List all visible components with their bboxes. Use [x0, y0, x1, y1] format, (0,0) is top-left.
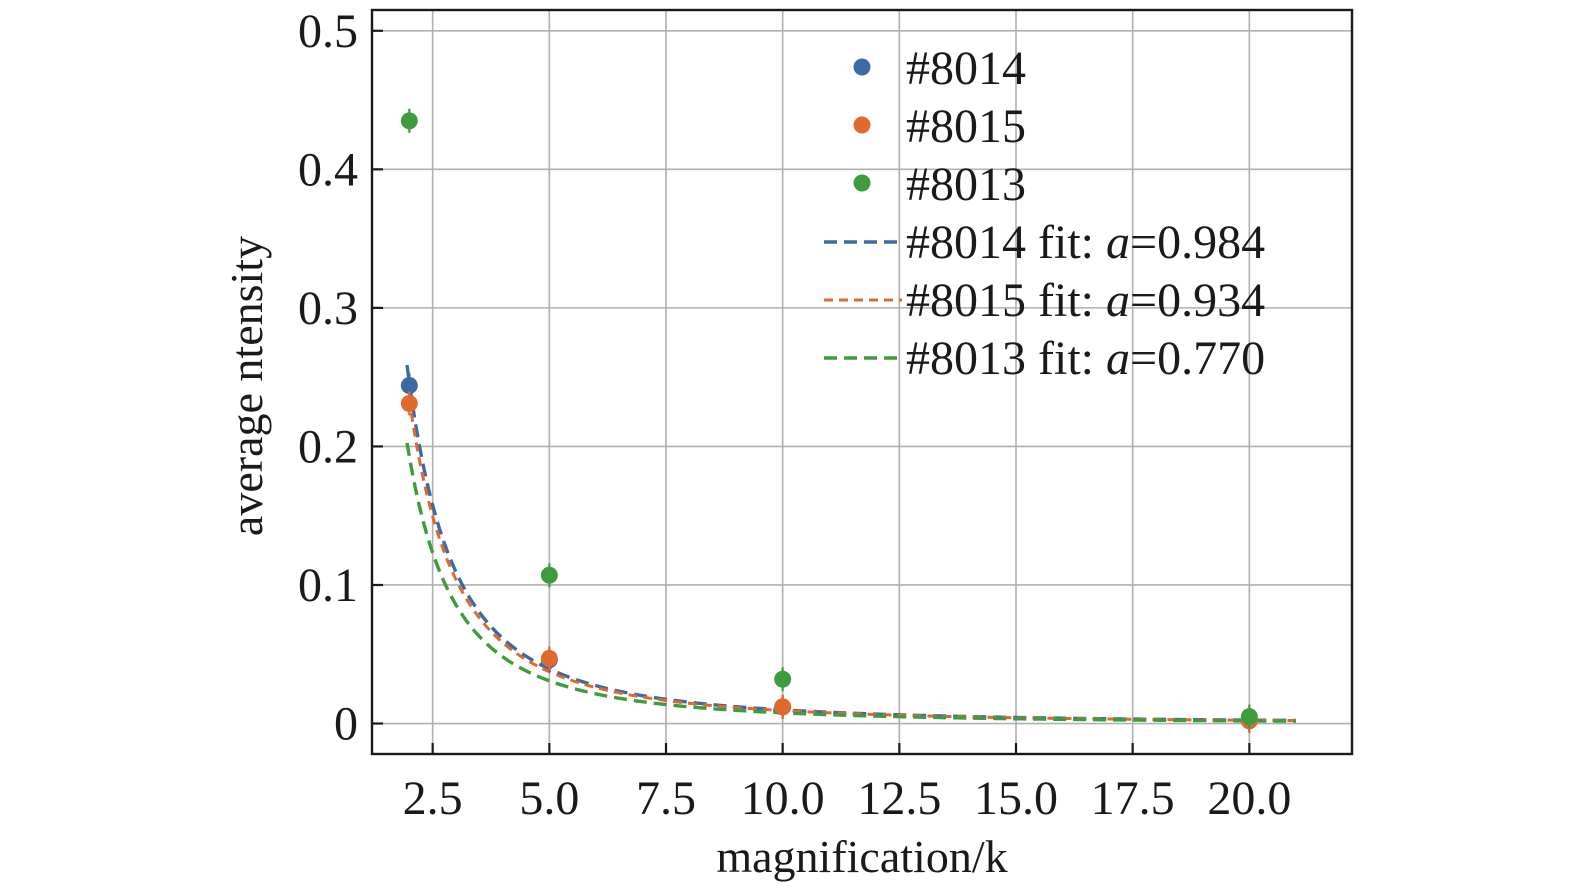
x-axis-title: magnification/k	[716, 831, 1007, 882]
y-axis-title: average ntensity	[221, 236, 272, 536]
fit-curve-3	[405, 442, 1297, 723]
legend-marker-3	[853, 174, 871, 192]
x-tick-label: 17.5	[1091, 772, 1175, 825]
y-tick-label: 0	[334, 698, 358, 751]
legend-fit-label-2: #8015 fit: a=0.934	[906, 274, 1265, 327]
x-tick-label: 5.0	[519, 772, 579, 825]
y-tick-label: 0.1	[298, 559, 358, 612]
axes-layer: 2.5 5.0 7.5 10.0 12.5 15.0 17.5 20.0 0 0.1 0.2 0.3 0…	[298, 5, 1354, 825]
x-tick-label: 10.0	[741, 772, 825, 825]
fit-curves-layer	[405, 364, 1297, 723]
y-tick-label: 0.5	[298, 5, 358, 58]
data-point-series-1	[400, 376, 418, 394]
legend-label-3: #8013	[906, 158, 1026, 211]
legend-marker-1	[853, 58, 871, 76]
x-tick-label: 7.5	[636, 772, 696, 825]
data-point-series-3	[774, 670, 792, 688]
x-tick-label: 15.0	[974, 772, 1058, 825]
y-tick-label: 0.3	[298, 282, 358, 335]
y-tick-label: 0.2	[298, 420, 358, 473]
data-point-series-2	[774, 698, 792, 716]
legend-label-2: #8015	[906, 100, 1026, 153]
data-point-series-3	[1240, 708, 1258, 726]
legend: #8014#8015#8013#8014 fit: a=0.984#8015 f…	[824, 42, 1265, 385]
data-point-series-3	[400, 112, 418, 130]
grid-layer	[372, 10, 1352, 754]
data-point-series-2	[400, 394, 418, 412]
fit-curve-1	[405, 364, 1297, 723]
legend-label-1: #8014	[906, 42, 1026, 95]
plot-frame	[370, 8, 1354, 756]
data-point-series-3	[540, 566, 558, 584]
data-points-layer	[400, 108, 1258, 733]
legend-marker-2	[853, 116, 871, 134]
fit-curve-2	[405, 382, 1297, 723]
y-tick-label: 0.4	[298, 143, 358, 196]
x-tick-label: 2.5	[403, 772, 463, 825]
legend-fit-label-3: #8013 fit: a=0.770	[906, 332, 1265, 385]
legend-fit-label-1: #8014 fit: a=0.984	[906, 216, 1265, 269]
x-tick-label: 20.0	[1207, 772, 1291, 825]
x-tick-label: 12.5	[857, 772, 941, 825]
data-point-series-2	[540, 649, 558, 667]
